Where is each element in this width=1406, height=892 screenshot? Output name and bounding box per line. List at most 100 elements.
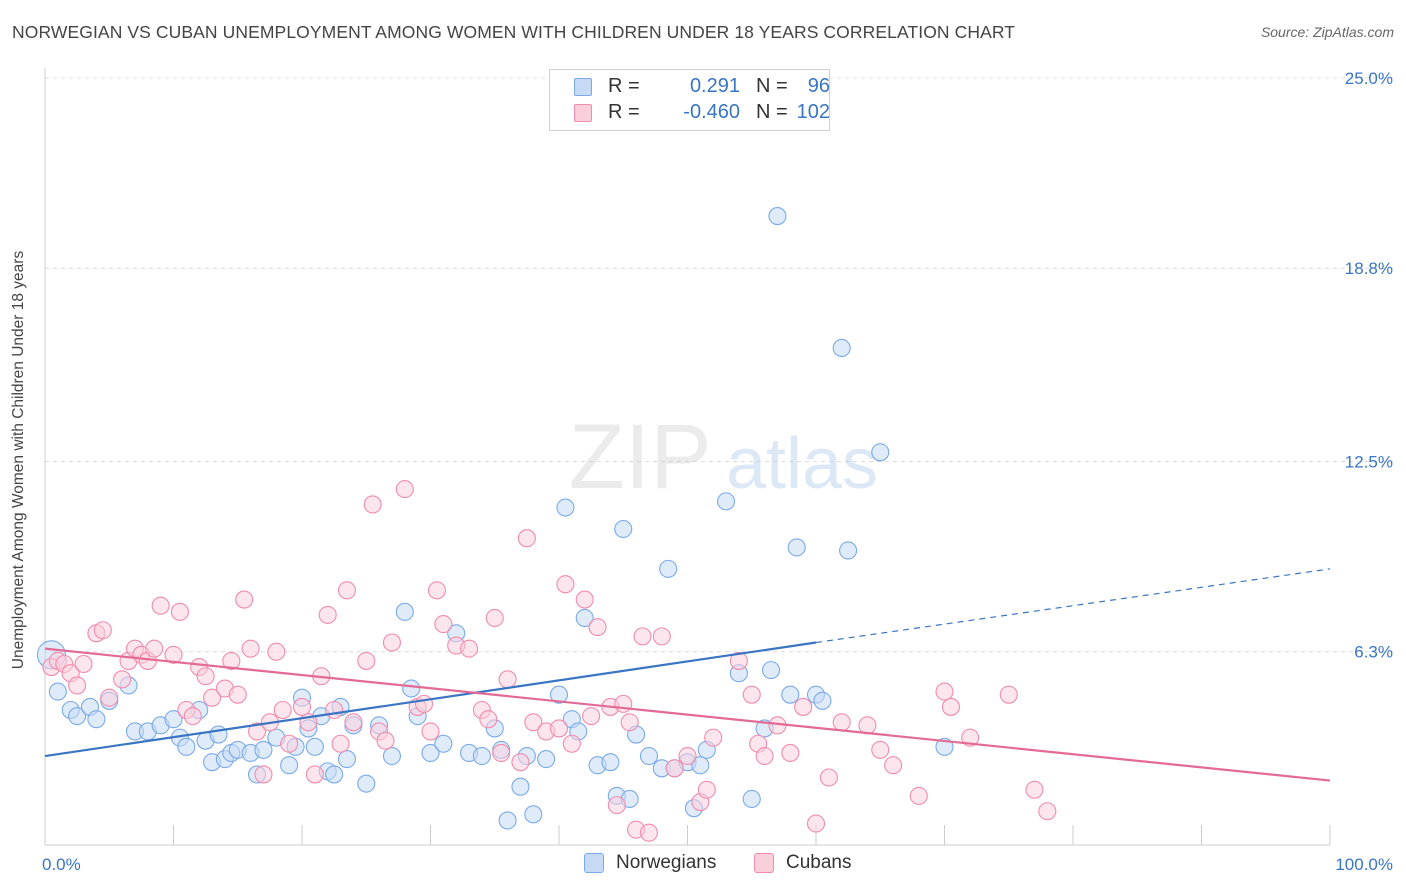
series-swatch-cubans — [754, 853, 774, 873]
data-point-cubans — [742, 685, 761, 704]
data-point-cubans — [678, 746, 697, 766]
data-point-cubans — [235, 590, 254, 609]
data-point-cubans — [517, 529, 536, 548]
data-point-cubans — [909, 786, 928, 805]
data-point-cubans — [280, 734, 299, 753]
data-point-cubans — [151, 596, 170, 615]
data-point-norwegians — [813, 691, 832, 710]
data-point-cubans — [203, 688, 222, 707]
gridlines — [45, 77, 1395, 653]
data-point-cubans — [421, 722, 440, 741]
data-point-cubans — [935, 682, 954, 701]
data-point-cubans — [871, 740, 890, 759]
legend-n-label: N = — [756, 75, 788, 97]
data-point-cubans — [376, 731, 395, 750]
legend-r-value-cubans: -0.460 — [683, 101, 740, 123]
series-swatch-norwegians — [584, 853, 604, 873]
trend-extension-norwegians — [815, 568, 1331, 644]
data-point-norwegians — [68, 707, 87, 726]
data-point-cubans — [607, 796, 626, 815]
data-point-norwegians — [691, 756, 710, 775]
data-point-cubans — [614, 694, 633, 713]
data-point-norwegians — [357, 774, 376, 793]
legend-swatch-norwegians — [574, 78, 592, 96]
data-point-cubans — [941, 697, 960, 716]
data-point-cubans — [68, 676, 87, 695]
data-point-cubans — [382, 633, 402, 652]
data-point-cubans — [357, 651, 376, 670]
data-point-cubans — [633, 627, 652, 646]
legend-n-value-cubans: 102 — [796, 101, 830, 123]
data-point-cubans — [961, 728, 980, 747]
data-point-cubans — [318, 605, 337, 624]
data-point-cubans — [241, 639, 260, 658]
trend-lines — [44, 568, 1331, 782]
data-point-norwegians — [575, 608, 594, 628]
data-point-norwegians — [742, 789, 761, 809]
data-point-cubans — [806, 814, 826, 833]
tick-labels: 6.3% 12.5% 18.8% 25.0% 0.0% 100.0% — [42, 69, 1393, 874]
legend-swatch-cubans — [574, 104, 592, 122]
legend-r-label: R = — [608, 75, 640, 97]
data-point-norwegians — [839, 541, 858, 560]
data-point-cubans — [247, 722, 267, 741]
data-point-cubans — [549, 719, 569, 738]
data-point-norwegians — [659, 559, 678, 578]
trend-line-cubans — [44, 647, 1331, 782]
data-point-cubans — [832, 713, 851, 732]
data-point-cubans — [113, 670, 132, 689]
data-point-cubans — [170, 602, 189, 621]
chart-title: NORWEGIAN VS CUBAN UNEMPLOYMENT AMONG WO… — [12, 22, 1016, 42]
data-point-norwegians — [164, 710, 183, 729]
x-tick-label: 0.0% — [42, 855, 81, 874]
data-point-cubans — [292, 697, 312, 716]
data-point-cubans — [415, 694, 434, 713]
data-point-cubans — [196, 667, 215, 686]
data-point-cubans — [639, 823, 659, 842]
data-point-cubans — [704, 728, 723, 747]
data-point-cubans — [697, 780, 716, 799]
y-tick-label: 18.8% — [1345, 259, 1393, 278]
data-point-cubans — [492, 743, 511, 763]
data-point-norwegians — [601, 753, 620, 772]
legend-r-value-norwegians: 0.291 — [689, 75, 740, 97]
data-point-cubans — [524, 713, 543, 732]
data-point-norwegians — [177, 737, 196, 756]
data-point-cubans — [620, 713, 639, 732]
data-point-cubans — [395, 480, 414, 499]
series-label-norwegians: Norwegians — [616, 852, 717, 873]
data-point-norwegians — [537, 750, 556, 769]
data-point-cubans — [267, 642, 286, 661]
data-point-cubans — [781, 743, 800, 763]
data-point-cubans — [183, 707, 202, 726]
data-point-norwegians — [935, 737, 954, 756]
data-point-cubans — [485, 608, 504, 628]
y-tick-label: 6.3% — [1354, 643, 1393, 662]
data-point-norwegians — [434, 734, 453, 753]
data-point-cubans — [331, 734, 350, 753]
data-point-cubans — [145, 639, 164, 658]
data-point-norwegians — [254, 740, 273, 759]
data-point-cubans — [254, 765, 273, 784]
data-point-norwegians — [781, 685, 800, 704]
data-point-norwegians — [832, 338, 851, 358]
data-point-norwegians — [402, 679, 421, 698]
data-point-cubans — [999, 685, 1018, 704]
data-point-cubans — [100, 688, 119, 707]
data-point-cubans — [562, 734, 581, 753]
axes — [44, 68, 1331, 846]
data-point-norwegians — [511, 777, 530, 796]
data-point-norwegians — [382, 746, 402, 766]
data-points — [36, 207, 1057, 842]
data-point-cubans — [652, 627, 671, 646]
data-point-cubans — [164, 645, 183, 664]
data-point-norwegians — [716, 492, 736, 511]
data-point-cubans — [305, 765, 324, 784]
data-point-norwegians — [524, 805, 543, 824]
data-point-cubans — [884, 756, 903, 775]
watermark-zip: ZIP — [568, 406, 711, 508]
data-point-norwegians — [48, 682, 67, 701]
data-point-norwegians — [639, 746, 659, 766]
data-point-cubans — [228, 685, 247, 704]
